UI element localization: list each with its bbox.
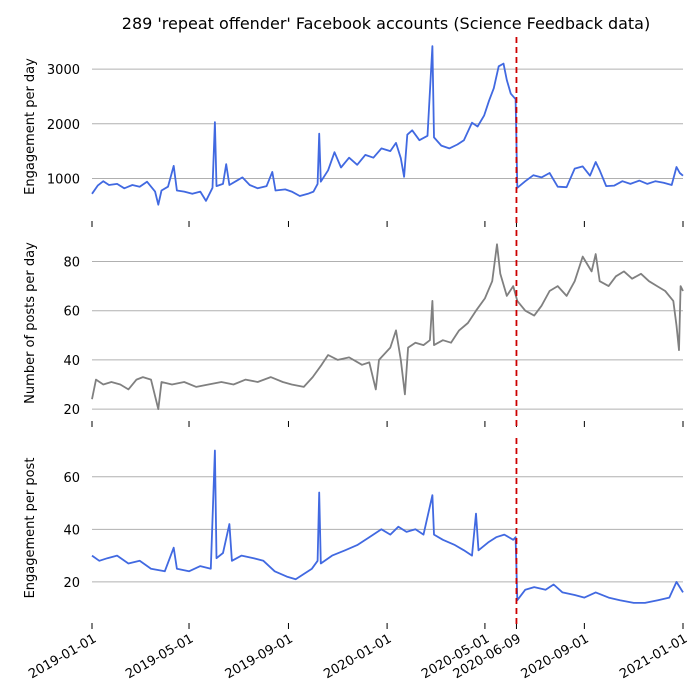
x-tick-label: 2019-05-01 (123, 631, 196, 682)
series-line (91, 45, 684, 206)
y-axis-label: Engagement per day (23, 58, 38, 195)
y-tick-label: 80 (63, 256, 80, 271)
y-tick-label: 1000 (47, 172, 80, 187)
panel-1: 1000 2000 3000 Engagement per day (23, 37, 684, 227)
y-axis-label: Engagement per post (23, 458, 38, 599)
series-line (91, 243, 684, 411)
series-line (91, 449, 684, 604)
panel-2: 20 40 60 80 Number of posts per day (23, 230, 684, 427)
panel-3: 20 40 60 Engagement per post (23, 438, 684, 629)
y-axis-label: Number of posts per day (23, 242, 38, 404)
y-tick-label: 60 (63, 471, 80, 486)
chart-title: 289 'repeat offender' Facebook accounts … (122, 14, 650, 33)
y-tick-label: 2000 (47, 118, 80, 133)
x-tick-label: 2019-09-01 (223, 631, 296, 682)
y-tick-label: 40 (63, 354, 80, 369)
y-tick-label: 3000 (47, 63, 80, 78)
x-tick-label: 2020-01-01 (321, 631, 394, 682)
x-tick-label: 2021-01-01 (617, 631, 690, 682)
y-tick-label: 20 (63, 576, 80, 591)
y-tick-label: 60 (63, 305, 80, 320)
x-tick-label: 2019-01-01 (26, 631, 99, 682)
y-tick-label: 40 (63, 523, 80, 538)
y-tick-label: 20 (63, 403, 80, 418)
x-tick-label: 2020-09-01 (519, 631, 592, 682)
